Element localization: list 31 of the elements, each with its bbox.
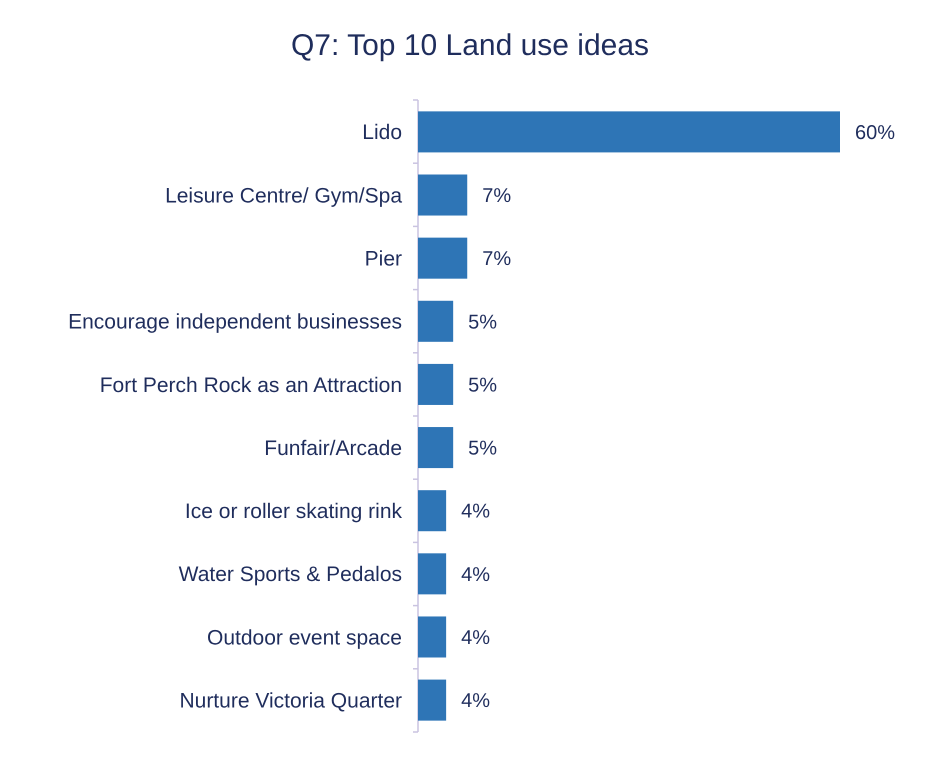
y-tick-label: Fort Perch Rock as an Attraction [100, 374, 402, 397]
data-label: 5% [468, 438, 498, 460]
data-label: 5% [468, 374, 498, 396]
data-label: 7% [482, 185, 512, 208]
bar [418, 553, 446, 594]
data-label: 4% [461, 564, 490, 586]
data-label: 4% [461, 690, 490, 712]
bar [418, 616, 446, 658]
chart-title: Q7: Top 10 Land use ideas [290, 29, 650, 62]
data-label: 5% [468, 311, 498, 334]
data-label: 60% [855, 122, 896, 144]
y-tick-label: Pier [364, 248, 402, 271]
bar [418, 680, 446, 721]
y-tick-label: Ice or roller skating rink [184, 500, 402, 524]
y-tick-label: Leisure Centre/ Gym/Spa [165, 184, 402, 208]
bar [418, 427, 454, 468]
y-tick-label: Encourage independent businesses [68, 310, 402, 334]
bar [418, 238, 468, 279]
data-label: 7% [482, 248, 512, 270]
y-tick-label: Water Sports & Pedalos [178, 563, 402, 586]
data-label: 4% [461, 626, 490, 649]
bar [418, 300, 454, 342]
data-label: 4% [461, 500, 490, 523]
bar [418, 111, 840, 152]
y-tick-label: Nurture Victoria Quarter [179, 689, 402, 712]
y-tick-label: Funfair/Arcade [264, 436, 402, 460]
y-tick-label: Outdoor event space [207, 626, 402, 650]
y-tick-label: Lido [362, 121, 402, 144]
bar [418, 364, 454, 405]
bar [418, 174, 468, 216]
bar [418, 490, 446, 532]
